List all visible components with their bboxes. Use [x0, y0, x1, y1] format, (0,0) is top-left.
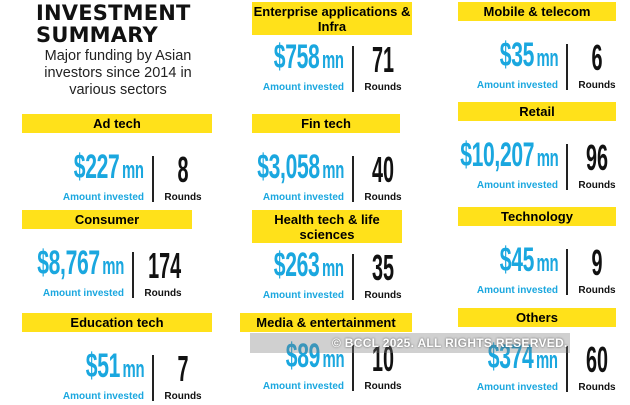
rounds-caption: Rounds	[578, 180, 616, 191]
sector-label: Technology	[458, 207, 616, 226]
amount-value: $3,058 mn	[257, 148, 344, 186]
amount-caption: Amount invested	[476, 285, 558, 296]
rounds-value: 10	[371, 338, 395, 379]
sector-fin-tech: Fin tech $3,058 mn Amount invested 40 Rou…	[222, 114, 412, 206]
sector-label: Enterprise applications & Infra	[252, 2, 412, 35]
rounds-value: 40	[371, 149, 395, 190]
rounds-value: 71	[371, 39, 395, 80]
rounds-value: 6	[591, 37, 603, 78]
amount-value: $35 mn	[499, 36, 559, 74]
amount-value: $374 mn	[488, 338, 558, 376]
watermark-band	[250, 333, 570, 353]
sector-label: Mobile & telecom	[458, 2, 616, 21]
sector-ad-tech: Ad tech $227 mn Amount invested 8 Rounds	[22, 114, 212, 206]
amount-value: $45 mn	[499, 241, 559, 279]
amount-caption: Amount invested	[42, 288, 124, 299]
divider	[132, 252, 134, 298]
amount-value: $89 mn	[285, 337, 345, 375]
rounds-caption: Rounds	[164, 391, 202, 402]
rounds-caption: Rounds	[364, 381, 402, 392]
amount-caption: Amount invested	[262, 290, 344, 301]
sector-others: Others $374 mn Amount invested 60 Rounds	[436, 308, 626, 396]
amount-caption: Amount invested	[262, 82, 344, 93]
rounds-caption: Rounds	[578, 80, 616, 91]
amount-caption: Amount invested	[476, 382, 558, 393]
sector-label: Others	[458, 308, 616, 327]
divider	[152, 156, 154, 202]
sector-retail: Retail $10,207 mn Amount invested 96 Roun…	[436, 102, 626, 194]
rounds-caption: Rounds	[144, 288, 182, 299]
divider	[352, 156, 354, 202]
rounds-value: 60	[585, 339, 609, 380]
rounds-caption: Rounds	[578, 382, 616, 393]
sector-education-tech: Education tech $51 mn Amount invested 7 R…	[22, 313, 212, 405]
divider	[566, 249, 568, 295]
sector-media-entertainment: Media & entertainment $89 mn Amount inves…	[222, 313, 412, 395]
divider	[566, 144, 568, 190]
sector-label: Health tech & life sciences	[252, 210, 402, 243]
amount-value: $227 mn	[74, 148, 144, 186]
rounds-value: 7	[177, 348, 189, 389]
sector-enterprise-applications: Enterprise applications & Infra $758 mn A…	[222, 2, 412, 96]
rounds-value: 174	[148, 245, 182, 286]
amount-caption: Amount invested	[62, 391, 144, 402]
rounds-value: 9	[591, 242, 603, 283]
page-subtitle: Major funding by Asian investors since 2…	[44, 48, 192, 98]
divider	[352, 345, 354, 391]
rounds-caption: Rounds	[364, 192, 402, 203]
sector-label: Consumer	[22, 210, 192, 229]
sector-technology: Technology $45 mn Amount invested 9 Round…	[436, 207, 626, 299]
rounds-caption: Rounds	[164, 192, 202, 203]
rounds-caption: Rounds	[364, 290, 402, 301]
divider	[152, 355, 154, 401]
title-line-2: SUMMARY	[36, 23, 158, 47]
sector-health-tech: Health tech & life sciences $263 mn Amoun…	[222, 210, 412, 304]
sector-label: Ad tech	[22, 114, 212, 133]
rounds-value: 96	[585, 137, 609, 178]
rounds-value: 8	[177, 149, 189, 190]
rounds-value: 35	[371, 247, 395, 288]
sector-label: Education tech	[22, 313, 212, 332]
amount-caption: Amount invested	[262, 381, 344, 392]
divider	[566, 44, 568, 90]
sector-label: Media & entertainment	[240, 313, 412, 332]
rounds-caption: Rounds	[364, 82, 402, 93]
amount-value: $758 mn	[274, 38, 344, 76]
divider	[352, 46, 354, 92]
sector-mobile-telecom: Mobile & telecom $35 mn Amount invested 6…	[436, 2, 626, 94]
amount-value: $10,207 mn	[459, 136, 559, 174]
amount-caption: Amount invested	[62, 192, 144, 203]
divider	[566, 346, 568, 392]
amount-caption: Amount invested	[476, 180, 558, 191]
amount-value: $51 mn	[85, 347, 145, 385]
rounds-caption: Rounds	[578, 285, 616, 296]
amount-caption: Amount invested	[262, 192, 344, 203]
title-line-1: INVESTMENT	[36, 1, 191, 25]
copyright-watermark: © BCCL 2025. ALL RIGHTS RESERVED.	[332, 336, 568, 350]
amount-value: $8,767 mn	[37, 244, 124, 282]
sector-label: Retail	[458, 102, 616, 121]
sector-label: Fin tech	[252, 114, 400, 133]
amount-caption: Amount invested	[476, 80, 558, 91]
sector-consumer: Consumer $8,767 mn Amount invested 174 Ro…	[2, 210, 192, 302]
amount-value: $263 mn	[274, 246, 344, 284]
divider	[352, 254, 354, 300]
page-title: INVESTMENT SUMMARY	[36, 2, 191, 46]
